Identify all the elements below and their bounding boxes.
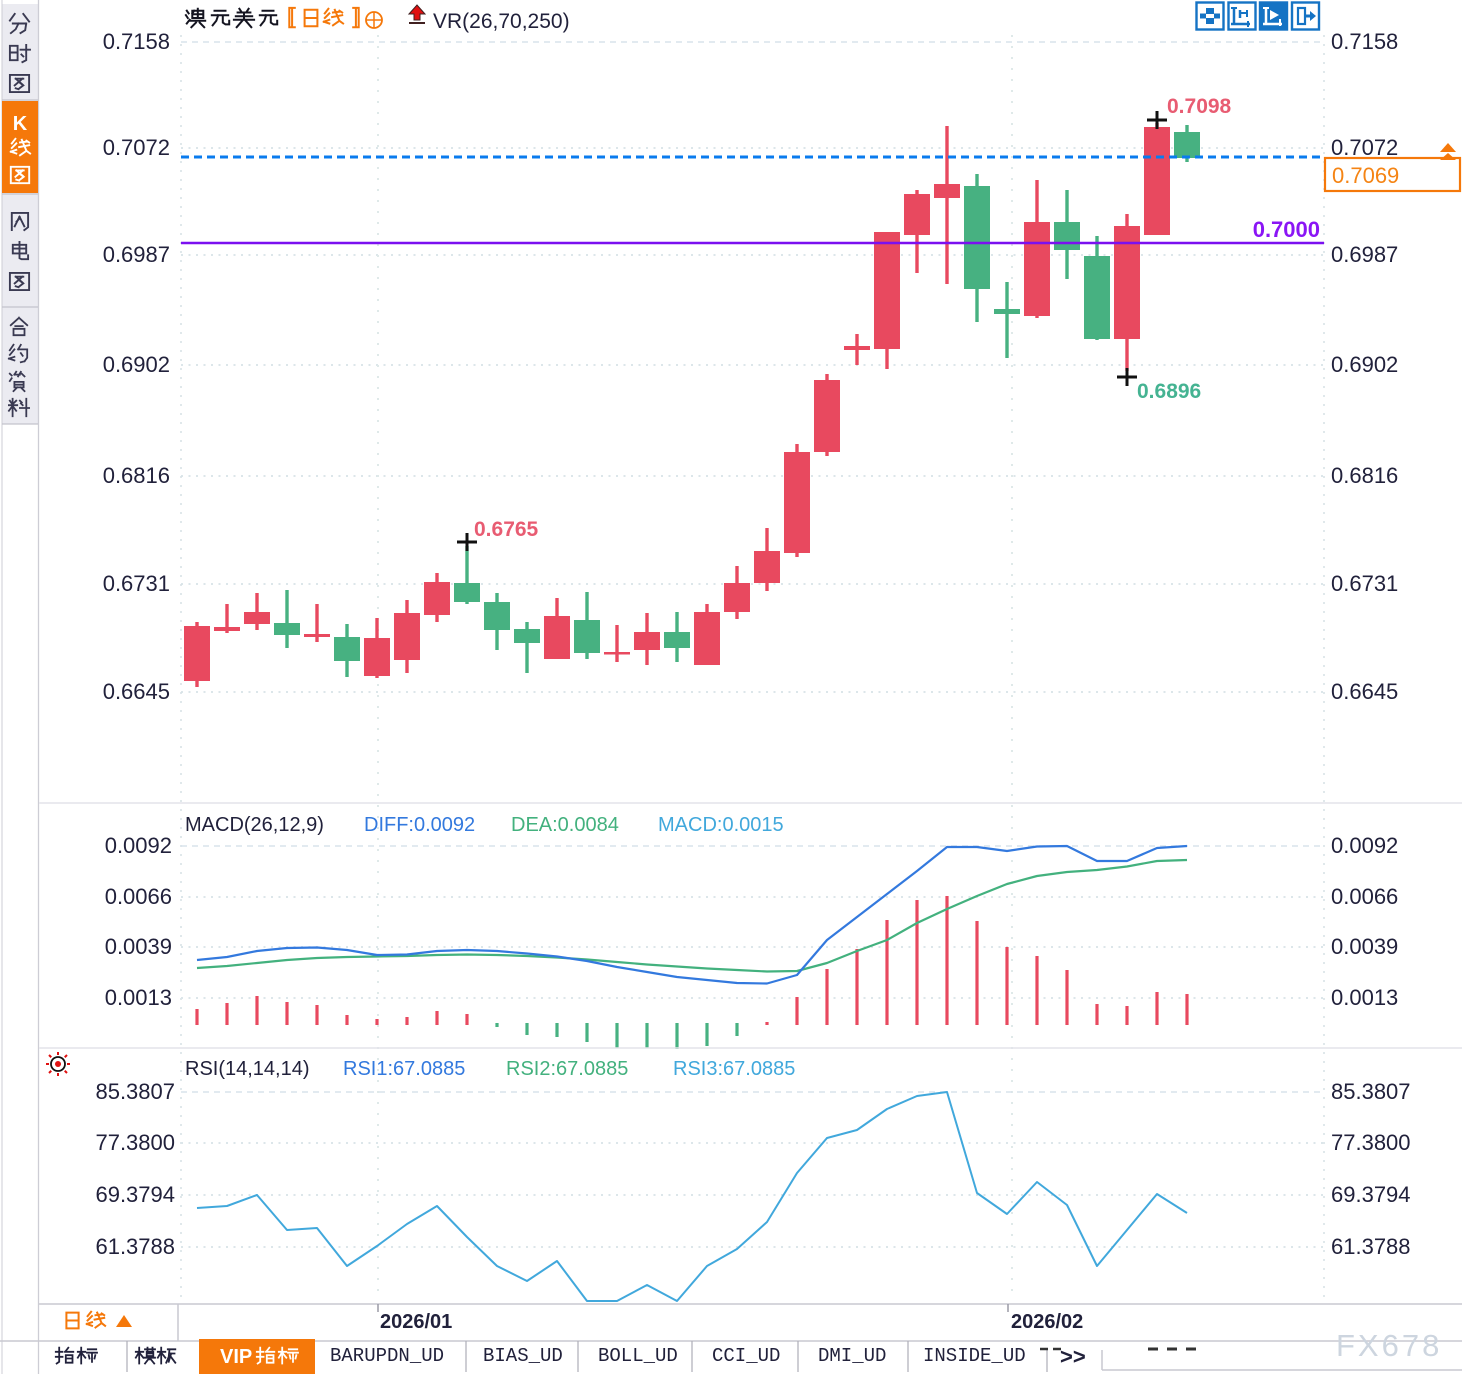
svg-text:2026/02: 2026/02 (1011, 1311, 1083, 1333)
svg-text:0.7000: 0.7000 (1253, 217, 1320, 242)
svg-text:0.6896: 0.6896 (1137, 380, 1201, 403)
svg-text:0.0039: 0.0039 (105, 934, 172, 959)
svg-text:61.3788: 61.3788 (1331, 1234, 1411, 1259)
svg-text:0.6765: 0.6765 (474, 518, 539, 541)
svg-text:0.0039: 0.0039 (1331, 934, 1398, 959)
svg-text:69.3794: 69.3794 (1331, 1182, 1411, 1207)
svg-text:RSI(14,14,14): RSI(14,14,14) (185, 1058, 310, 1080)
svg-text:0.6645: 0.6645 (1331, 679, 1398, 704)
svg-text:77.3800: 77.3800 (1331, 1130, 1411, 1155)
svg-text:FX678: FX678 (1336, 1328, 1442, 1363)
svg-text:INSIDE_UD: INSIDE_UD (923, 1345, 1026, 1367)
svg-text:0.0013: 0.0013 (1331, 985, 1398, 1010)
svg-text:>>: >> (1060, 1344, 1086, 1369)
svg-text:CCI_UD: CCI_UD (712, 1345, 780, 1367)
svg-text:2026/01: 2026/01 (380, 1311, 452, 1333)
svg-text:0.7098: 0.7098 (1167, 95, 1232, 118)
svg-text:69.3794: 69.3794 (95, 1182, 175, 1207)
svg-text:0.7158: 0.7158 (1331, 29, 1398, 54)
svg-text:0.7072: 0.7072 (103, 135, 170, 160)
svg-text:RSI3:67.0885: RSI3:67.0885 (673, 1058, 795, 1080)
svg-text:85.3807: 85.3807 (1331, 1079, 1411, 1104)
svg-text:0.0013: 0.0013 (105, 985, 172, 1010)
svg-text:0.6902: 0.6902 (1331, 352, 1398, 377)
svg-text:61.3788: 61.3788 (95, 1234, 175, 1259)
svg-text:DIFF:0.0092: DIFF:0.0092 (364, 814, 475, 836)
svg-text:0.6987: 0.6987 (1331, 242, 1398, 267)
svg-text:RSI2:67.0885: RSI2:67.0885 (506, 1058, 628, 1080)
svg-text:0.0092: 0.0092 (1331, 833, 1398, 858)
svg-text:0.0066: 0.0066 (1331, 884, 1398, 909)
svg-text:0.6987: 0.6987 (103, 242, 170, 267)
svg-text:0.6731: 0.6731 (103, 571, 170, 596)
svg-text:K: K (13, 113, 28, 135)
svg-text:0.6816: 0.6816 (103, 463, 170, 488)
svg-text:MACD:0.0015: MACD:0.0015 (658, 814, 784, 836)
svg-text:RSI1:67.0885: RSI1:67.0885 (343, 1058, 465, 1080)
svg-text:0.6902: 0.6902 (103, 352, 170, 377)
svg-text:BOLL_UD: BOLL_UD (598, 1345, 678, 1367)
svg-text:DEA:0.0084: DEA:0.0084 (511, 814, 619, 836)
svg-text:0.7158: 0.7158 (103, 29, 170, 54)
svg-text:BIAS_UD: BIAS_UD (483, 1345, 563, 1367)
svg-text:VR(26,70,250): VR(26,70,250) (433, 10, 570, 33)
svg-text:0.6645: 0.6645 (103, 679, 170, 704)
svg-text:0.0066: 0.0066 (105, 884, 172, 909)
svg-text:0.6816: 0.6816 (1331, 463, 1398, 488)
svg-text:MACD(26,12,9): MACD(26,12,9) (185, 814, 324, 836)
svg-text:VIP: VIP (220, 1346, 252, 1368)
svg-text:DMI_UD: DMI_UD (818, 1345, 886, 1367)
svg-text:85.3807: 85.3807 (95, 1079, 175, 1104)
svg-text:0.7072: 0.7072 (1331, 135, 1398, 160)
svg-text:0.7069: 0.7069 (1332, 163, 1399, 188)
svg-text:BARUPDN_UD: BARUPDN_UD (330, 1345, 444, 1367)
svg-text:0.6731: 0.6731 (1331, 571, 1398, 596)
svg-text:77.3800: 77.3800 (95, 1130, 175, 1155)
svg-text:0.0092: 0.0092 (105, 833, 172, 858)
